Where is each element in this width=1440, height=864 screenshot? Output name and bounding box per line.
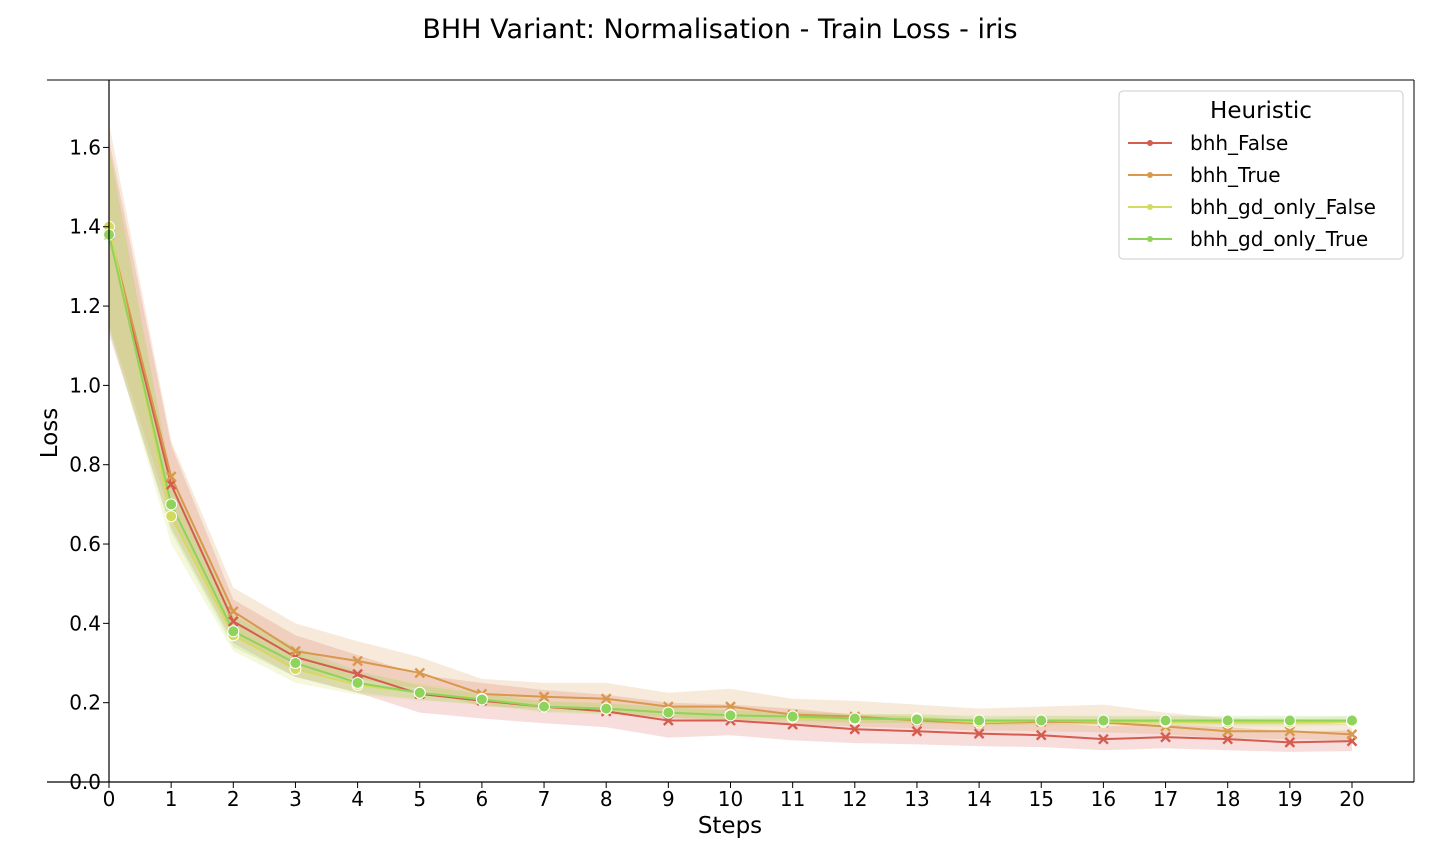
data-point-bhh_True — [538, 691, 550, 703]
x-tick-label: 10 — [718, 787, 743, 811]
x-tick-label: 6 — [476, 787, 489, 811]
y-tick-label: 0.8 — [69, 453, 101, 477]
x-tick-label: 13 — [904, 787, 929, 811]
data-point-bhh_gd_only_True — [538, 700, 551, 713]
legend-marker-bhh_False — [1147, 140, 1153, 146]
data-point-bhh_gd_only_True — [351, 676, 364, 689]
x-tick-label: 15 — [1029, 787, 1054, 811]
y-tick-label: 1.0 — [69, 373, 101, 397]
x-tick-label: 12 — [842, 787, 867, 811]
legend-box — [1118, 90, 1404, 260]
x-tick-label: 3 — [289, 787, 302, 811]
data-point-bhh_False — [973, 728, 985, 739]
data-point-bhh_gd_only_True — [600, 702, 613, 715]
x-tick-label: 19 — [1277, 787, 1302, 811]
legend-label: bhh_True — [1190, 163, 1281, 187]
y-tick-label: 1.6 — [69, 135, 101, 159]
data-point-bhh_gd_only_True — [724, 709, 737, 722]
x-tick-label: 8 — [600, 787, 613, 811]
data-point-bhh_gd_only_True — [662, 706, 675, 719]
x-tick-label: 5 — [413, 787, 426, 811]
x-tick-label: 1 — [165, 787, 178, 811]
data-point-bhh_False — [352, 668, 363, 680]
data-point-bhh_True — [352, 655, 363, 667]
data-point-bhh_True — [165, 471, 177, 482]
y-axis-label: Loss — [37, 408, 63, 458]
data-point-bhh_gd_only_True — [1097, 714, 1110, 727]
data-point-bhh_True — [1346, 729, 1358, 740]
x-tick-label: 20 — [1339, 787, 1364, 811]
data-point-bhh_False — [911, 725, 923, 737]
x-tick-label: 0 — [103, 787, 116, 811]
data-point-bhh_gd_only_True — [475, 693, 488, 706]
data-point-bhh_gd_only_True — [786, 710, 799, 723]
y-tick-label: 0.6 — [69, 532, 101, 556]
data-point-bhh_True — [600, 693, 612, 705]
y-tick-label: 0.0 — [69, 770, 101, 794]
legend-marker-bhh_True — [1147, 172, 1153, 178]
data-point-bhh_gd_only_True — [227, 625, 240, 638]
data-point-bhh_False — [1035, 729, 1047, 741]
data-point-bhh_gd_only_False — [165, 510, 178, 523]
series-markers — [103, 220, 1358, 748]
data-point-bhh_False — [1098, 733, 1109, 745]
data-point-bhh_True — [290, 645, 301, 657]
data-point-bhh_False — [1160, 731, 1171, 743]
data-point-bhh_gd_only_True — [1283, 714, 1296, 727]
data-point-bhh_gd_only_True — [289, 657, 302, 670]
y-tick-label: 0.4 — [69, 611, 101, 635]
legend-marker-bhh_gd_only_True — [1147, 236, 1153, 242]
x-ticks: 0 1 2 3 4 5 6 7 8 9 10 11 12 13 14 15 16 17 18 19 20 — [103, 782, 1365, 811]
data-point-bhh_False — [165, 479, 177, 490]
x-tick-label: 2 — [227, 787, 240, 811]
x-tick-label: 18 — [1215, 787, 1240, 811]
x-tick-label: 11 — [780, 787, 805, 811]
data-point-bhh_True — [1284, 725, 1296, 737]
data-point-bhh_gd_only_True — [1035, 714, 1048, 727]
y-ticks: 0.0 0.2 0.4 0.6 0.8 1.0 1.2 1.4 1.6 — [69, 135, 109, 794]
x-tick-label: 16 — [1091, 787, 1116, 811]
data-point-bhh_True — [227, 606, 239, 617]
data-point-bhh_True — [1222, 725, 1234, 737]
legend-label: bhh_False — [1190, 131, 1288, 155]
data-point-bhh_False — [849, 723, 861, 735]
y-tick-label: 1.4 — [69, 215, 101, 239]
legend-label: bhh_gd_only_False — [1190, 195, 1376, 219]
data-point-bhh_True — [414, 667, 426, 679]
y-tick-label: 0.2 — [69, 691, 101, 715]
x-tick-label: 9 — [662, 787, 675, 811]
y-tick-label: 1.2 — [69, 294, 101, 318]
data-point-bhh_gd_only_True — [165, 498, 178, 511]
data-point-bhh_gd_only_True — [413, 686, 426, 699]
data-point-bhh_False — [1284, 736, 1296, 748]
x-tick-label: 14 — [966, 787, 991, 811]
data-point-bhh_gd_only_True — [1159, 714, 1172, 727]
data-point-bhh_gd_only_True — [1221, 714, 1234, 727]
data-point-bhh_False — [1222, 733, 1234, 745]
legend-marker-bhh_gd_only_False — [1147, 204, 1153, 210]
x-axis-label: Steps — [698, 813, 762, 839]
x-tick-label: 17 — [1153, 787, 1178, 811]
data-point-bhh_False — [227, 616, 239, 627]
legend: Heuristic bhh_False bhh_True bhh_gd_only_F… — [1118, 90, 1404, 260]
data-point-bhh_gd_only_True — [848, 712, 861, 725]
x-tick-label: 7 — [538, 787, 551, 811]
legend-label: bhh_gd_only_True — [1190, 227, 1368, 251]
data-point-bhh_gd_only_True — [1346, 714, 1358, 727]
data-point-bhh_gd_only_True — [910, 713, 923, 726]
legend-items: bhh_False bhh_True bhh_gd_only_False bhh_gd… — [1128, 131, 1376, 251]
x-tick-label: 4 — [351, 787, 364, 811]
legend-title: Heuristic — [1210, 98, 1312, 124]
chart-title: BHH Variant: Normalisation - Train Loss … — [422, 14, 1017, 45]
data-point-bhh_gd_only_True — [973, 714, 986, 727]
